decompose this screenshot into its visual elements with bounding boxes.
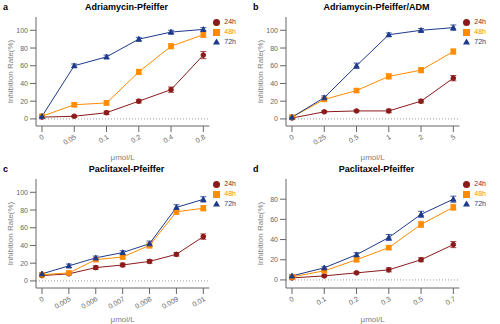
svg-text:40: 40 xyxy=(270,236,278,243)
svg-text:0.2: 0.2 xyxy=(130,133,142,144)
svg-text:0.006: 0.006 xyxy=(80,295,99,310)
svg-text:20: 20 xyxy=(20,98,28,105)
svg-text:0.4: 0.4 xyxy=(162,133,174,144)
svg-text:20: 20 xyxy=(270,256,278,263)
svg-text:60: 60 xyxy=(20,224,28,231)
svg-text:2: 2 xyxy=(417,133,424,141)
svg-text:Inhibition Rate(%): Inhibition Rate(%) xyxy=(8,201,15,265)
html-text:72h: 72h xyxy=(224,38,236,45)
html-text:72h: 72h xyxy=(474,200,486,207)
svg-text:0.05: 0.05 xyxy=(62,133,77,146)
svg-text:Inhibition Rate(%): Inhibition Rate(%) xyxy=(256,201,265,265)
svg-text:0.1: 0.1 xyxy=(315,295,327,306)
html-text:24h: 24h xyxy=(224,180,236,187)
svg-text:0.5: 0.5 xyxy=(348,133,360,144)
svg-text:Inhibition Rate(%): Inhibition Rate(%) xyxy=(8,39,15,103)
svg-text:0.01: 0.01 xyxy=(191,295,206,308)
svg-text:40: 40 xyxy=(270,80,278,87)
svg-text:0: 0 xyxy=(288,133,295,141)
svg-text:20: 20 xyxy=(20,260,28,267)
html-text:Adriamycin-Pfeiffer/ADM: Adriamycin-Pfeiffer/ADM xyxy=(323,1,430,12)
svg-text:μmol/L: μmol/L xyxy=(111,315,136,324)
html-text:72h: 72h xyxy=(474,38,486,45)
svg-text:0: 0 xyxy=(274,276,278,283)
html-text:72h: 72h xyxy=(224,200,236,207)
svg-text:0.009: 0.009 xyxy=(161,295,180,310)
svg-text:0.1: 0.1 xyxy=(98,133,110,144)
svg-text:0.3: 0.3 xyxy=(380,295,392,306)
svg-text:40: 40 xyxy=(20,242,28,249)
svg-text:80: 80 xyxy=(270,45,278,52)
svg-text:μmol/L: μmol/L xyxy=(111,153,136,162)
svg-text:60: 60 xyxy=(270,216,278,223)
svg-text:0.005: 0.005 xyxy=(53,295,72,310)
svg-text:0: 0 xyxy=(24,115,28,122)
svg-text:20: 20 xyxy=(270,98,278,105)
svg-text:Inhibition Rate(%): Inhibition Rate(%) xyxy=(256,39,265,103)
svg-text:0: 0 xyxy=(38,295,45,303)
html-text:d: d xyxy=(253,163,259,174)
svg-text:60: 60 xyxy=(20,62,28,69)
svg-text:0.008: 0.008 xyxy=(134,295,153,310)
svg-text:80: 80 xyxy=(20,207,28,214)
svg-text:60: 60 xyxy=(270,62,278,69)
svg-text:0: 0 xyxy=(274,115,278,122)
svg-text:0: 0 xyxy=(288,295,295,303)
svg-text:40: 40 xyxy=(20,80,28,87)
svg-text:1: 1 xyxy=(385,133,392,141)
svg-text:0: 0 xyxy=(24,277,28,284)
svg-text:0.5: 0.5 xyxy=(412,295,424,306)
svg-text:0: 0 xyxy=(38,133,45,141)
html-text:24h: 24h xyxy=(224,18,236,25)
svg-text:100: 100 xyxy=(266,27,278,34)
svg-text:5: 5 xyxy=(449,133,456,141)
svg-text:μmol/L: μmol/L xyxy=(361,315,386,324)
html-text:Adriamycin-Pfeiffer: Adriamycin-Pfeiffer xyxy=(85,1,168,12)
svg-text:0.2: 0.2 xyxy=(348,295,360,306)
svg-text:0.8: 0.8 xyxy=(194,133,206,144)
html-text:a: a xyxy=(3,1,8,12)
html-text:24h: 24h xyxy=(474,18,486,25)
html-text:48h: 48h xyxy=(224,190,236,197)
html-text:Paclitaxel-Pfeiffer: Paclitaxel-Pfeiffer xyxy=(338,163,415,174)
svg-text:μmol/L: μmol/L xyxy=(361,153,386,162)
html-text:Paclitaxel-Pfeiffer: Paclitaxel-Pfeiffer xyxy=(88,163,165,174)
svg-text:0.7: 0.7 xyxy=(444,295,456,306)
svg-text:0.007: 0.007 xyxy=(107,295,126,310)
svg-text:80: 80 xyxy=(270,196,278,203)
svg-text:100: 100 xyxy=(16,27,28,34)
html-text:b: b xyxy=(253,1,259,12)
svg-text:0.25: 0.25 xyxy=(312,133,327,146)
html-text:48h: 48h xyxy=(224,28,236,35)
html-text:48h: 48h xyxy=(474,190,486,197)
svg-text:80: 80 xyxy=(20,45,28,52)
html-text:48h: 48h xyxy=(474,28,486,35)
html-text:24h: 24h xyxy=(474,180,486,187)
html-text:c: c xyxy=(3,163,8,174)
svg-text:100: 100 xyxy=(16,189,28,196)
